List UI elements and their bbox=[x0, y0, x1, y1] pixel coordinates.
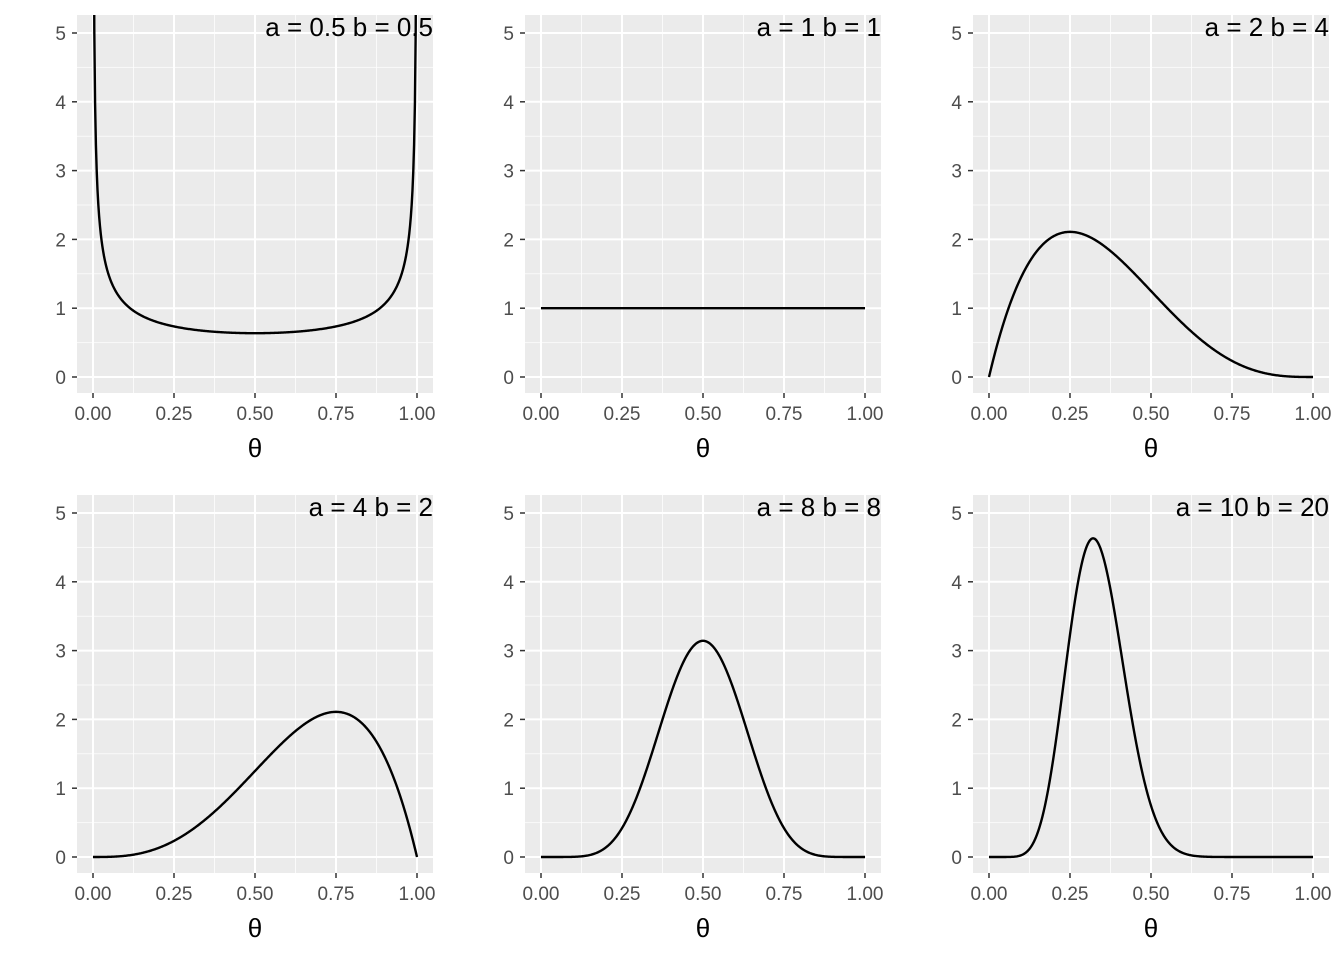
panel-6: 0.00 0.25 0.50 0.75 1.00 0 1 2 3 4 5 θ a = 10 b = 20 bbox=[951, 492, 1331, 943]
panel-annotation: a = 4 b = 2 bbox=[309, 492, 433, 522]
y-tick-label: 2 bbox=[503, 230, 514, 251]
x-tick-label: 0.75 bbox=[1214, 884, 1251, 905]
y-tick-label: 5 bbox=[503, 24, 514, 45]
panel-2: 0.00 0.25 0.50 0.75 1.00 0 1 2 3 4 5 θ a = 1 b = 1 bbox=[503, 12, 883, 463]
x-axis-title: θ bbox=[1144, 913, 1158, 943]
x-axis-title: θ bbox=[696, 433, 710, 463]
panel-annotation: a = 0.5 b = 0.5 bbox=[265, 12, 433, 42]
y-tick-label: 5 bbox=[951, 24, 962, 45]
x-tick-label: 0.25 bbox=[1052, 404, 1089, 425]
density-curve bbox=[540, 639, 866, 859]
panel-3: 0.00 0.25 0.50 0.75 1.00 0 1 2 3 4 5 θ a = 2 b = 4 bbox=[951, 12, 1331, 463]
y-tick-label: 3 bbox=[503, 642, 514, 663]
y-tick-label: 1 bbox=[951, 299, 962, 320]
x-tick-label: 0.75 bbox=[318, 884, 355, 905]
x-tick-label: 0.75 bbox=[318, 404, 355, 425]
y-tick-label: 3 bbox=[951, 162, 962, 183]
x-tick-label: 0.25 bbox=[1052, 884, 1089, 905]
x-tick-label: 0.75 bbox=[766, 884, 803, 905]
y-tick-label: 5 bbox=[503, 504, 514, 525]
y-tick-label: 5 bbox=[951, 504, 962, 525]
y-tick-label: 1 bbox=[55, 779, 66, 800]
y-tick-label: 0 bbox=[503, 848, 514, 869]
x-axis-title: θ bbox=[248, 913, 262, 943]
y-tick-label: 3 bbox=[55, 642, 66, 663]
x-tick-label: 0.50 bbox=[1133, 884, 1170, 905]
y-tick-label: 0 bbox=[55, 368, 66, 389]
y-tick-label: 3 bbox=[503, 162, 514, 183]
y-tick-label: 4 bbox=[951, 93, 962, 114]
x-tick-label: 0.25 bbox=[156, 404, 193, 425]
x-tick-label: 0.00 bbox=[971, 884, 1008, 905]
x-tick-label: 0.75 bbox=[1214, 404, 1251, 425]
x-axis-title: θ bbox=[1144, 433, 1158, 463]
y-tick-label: 0 bbox=[55, 848, 66, 869]
y-tick-label: 3 bbox=[951, 642, 962, 663]
y-tick-label: 2 bbox=[951, 710, 962, 731]
x-tick-label: 0.50 bbox=[237, 884, 274, 905]
panel-annotation: a = 1 b = 1 bbox=[757, 12, 881, 42]
x-tick-label: 0.00 bbox=[523, 404, 560, 425]
x-tick-label: 0.25 bbox=[604, 884, 641, 905]
x-tick-label: 0.00 bbox=[523, 884, 560, 905]
y-tick-label: 5 bbox=[55, 504, 66, 525]
density-curve bbox=[92, 710, 419, 859]
panel-annotation: a = 2 b = 4 bbox=[1205, 12, 1329, 42]
y-tick-label: 0 bbox=[951, 848, 962, 869]
y-tick-label: 5 bbox=[55, 24, 66, 45]
y-tick-label: 2 bbox=[503, 710, 514, 731]
density-curve bbox=[988, 537, 1314, 859]
panel-annotation: a = 10 b = 20 bbox=[1176, 492, 1329, 522]
x-tick-label: 0.00 bbox=[75, 884, 112, 905]
density-curve bbox=[987, 230, 1314, 379]
panel-annotation: a = 8 b = 8 bbox=[757, 492, 881, 522]
y-tick-label: 0 bbox=[951, 368, 962, 389]
y-tick-label: 2 bbox=[55, 230, 66, 251]
y-tick-label: 4 bbox=[55, 573, 66, 594]
y-tick-label: 1 bbox=[55, 299, 66, 320]
x-tick-label: 0.00 bbox=[971, 404, 1008, 425]
x-tick-label: 0.25 bbox=[156, 884, 193, 905]
x-tick-label: 1.00 bbox=[1295, 884, 1332, 905]
panel-5: 0.00 0.25 0.50 0.75 1.00 0 1 2 3 4 5 θ a = 8 b = 8 bbox=[503, 492, 883, 943]
y-tick-label: 0 bbox=[503, 368, 514, 389]
x-tick-label: 0.25 bbox=[604, 404, 641, 425]
y-tick-label: 4 bbox=[503, 573, 514, 594]
y-tick-label: 2 bbox=[55, 710, 66, 731]
x-tick-label: 1.00 bbox=[1295, 404, 1332, 425]
x-tick-label: 0.50 bbox=[685, 404, 722, 425]
x-tick-label: 0.75 bbox=[766, 404, 803, 425]
y-tick-label: 3 bbox=[55, 162, 66, 183]
x-tick-label: 0.50 bbox=[685, 884, 722, 905]
y-tick-label: 4 bbox=[55, 93, 66, 114]
x-tick-label: 0.00 bbox=[75, 404, 112, 425]
y-tick-label: 1 bbox=[503, 779, 514, 800]
panel-1: 0.00 0.25 0.50 0.75 1.00 0 1 2 3 4 5 θ a = 0.5 b = 0… bbox=[55, 12, 436, 463]
x-tick-label: 1.00 bbox=[847, 884, 884, 905]
density-curve bbox=[93, 15, 417, 335]
x-tick-label: 1.00 bbox=[847, 404, 884, 425]
y-tick-label: 4 bbox=[951, 573, 962, 594]
x-tick-label: 1.00 bbox=[399, 404, 436, 425]
y-tick-label: 2 bbox=[951, 230, 962, 251]
y-tick-label: 1 bbox=[503, 299, 514, 320]
x-axis-title: θ bbox=[696, 913, 710, 943]
y-tick-label: 1 bbox=[951, 779, 962, 800]
x-tick-label: 1.00 bbox=[399, 884, 436, 905]
x-axis-title: θ bbox=[248, 433, 262, 463]
x-tick-label: 0.50 bbox=[1133, 404, 1170, 425]
y-tick-label: 4 bbox=[503, 93, 514, 114]
panel-4: 0.00 0.25 0.50 0.75 1.00 0 1 2 3 4 5 θ a = 4 b = 2 bbox=[55, 492, 435, 943]
x-tick-label: 0.50 bbox=[237, 404, 274, 425]
